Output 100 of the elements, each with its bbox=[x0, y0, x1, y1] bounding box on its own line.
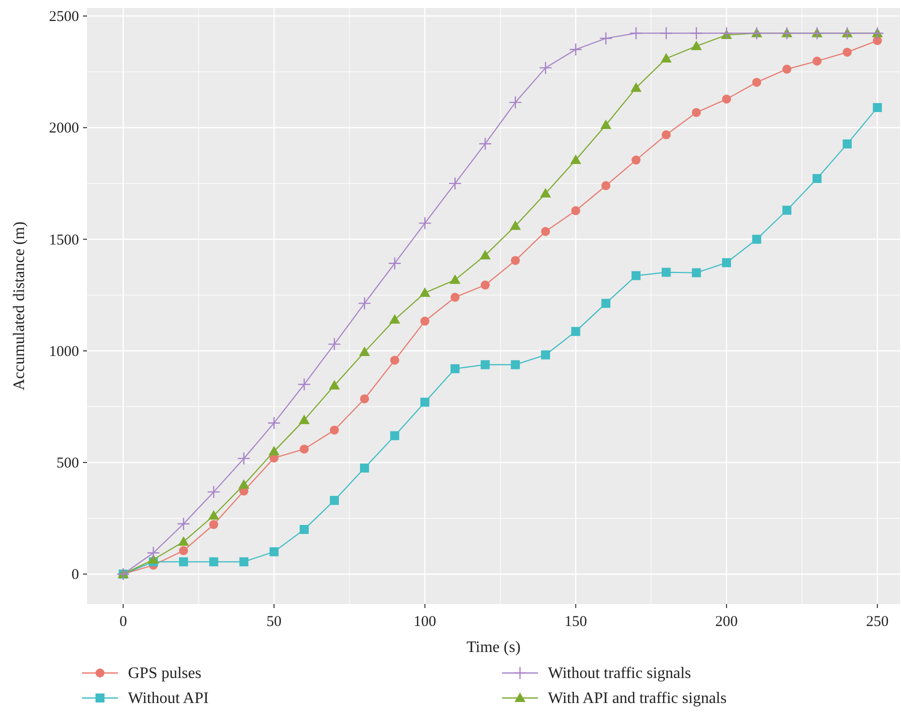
point bbox=[508, 96, 522, 110]
point bbox=[810, 26, 824, 40]
point bbox=[692, 268, 701, 278]
point bbox=[330, 496, 339, 505]
point bbox=[390, 356, 400, 365]
point bbox=[510, 256, 520, 265]
point bbox=[690, 26, 703, 40]
point bbox=[448, 176, 462, 190]
point bbox=[629, 26, 643, 40]
y-tick-label: 2000 bbox=[49, 120, 79, 137]
point bbox=[660, 26, 673, 40]
point bbox=[359, 346, 370, 356]
point bbox=[842, 139, 852, 148]
point bbox=[239, 557, 248, 566]
point bbox=[480, 250, 491, 260]
point bbox=[750, 26, 764, 40]
point bbox=[388, 256, 402, 270]
point bbox=[208, 510, 220, 520]
point bbox=[179, 546, 188, 556]
point bbox=[510, 360, 520, 370]
point bbox=[330, 426, 339, 435]
point bbox=[752, 78, 762, 87]
y-tick-label: 0 bbox=[72, 567, 79, 584]
point bbox=[480, 360, 490, 370]
point bbox=[478, 137, 492, 150]
point bbox=[237, 452, 250, 466]
point bbox=[390, 431, 400, 440]
point bbox=[632, 156, 641, 165]
point bbox=[722, 258, 732, 268]
point bbox=[540, 188, 552, 198]
point bbox=[840, 26, 854, 40]
point bbox=[267, 416, 281, 430]
point bbox=[812, 174, 822, 184]
point bbox=[870, 26, 884, 40]
point bbox=[569, 42, 582, 56]
point bbox=[842, 48, 852, 57]
point bbox=[571, 206, 580, 216]
point bbox=[146, 546, 160, 560]
point bbox=[178, 536, 190, 546]
point bbox=[268, 446, 280, 456]
point bbox=[632, 271, 641, 280]
point bbox=[179, 557, 188, 566]
point bbox=[782, 64, 792, 74]
point bbox=[298, 414, 310, 424]
point bbox=[872, 103, 882, 112]
point bbox=[450, 274, 461, 284]
point bbox=[599, 32, 612, 45]
point bbox=[360, 464, 370, 473]
point bbox=[300, 444, 309, 454]
point bbox=[420, 398, 430, 407]
x-tick-label: 200 bbox=[715, 614, 738, 630]
point bbox=[450, 292, 460, 302]
point bbox=[720, 26, 734, 40]
point bbox=[692, 108, 701, 117]
point bbox=[270, 547, 279, 556]
point bbox=[238, 479, 250, 489]
point bbox=[418, 216, 432, 230]
x-tick-label: 100 bbox=[414, 614, 436, 630]
point bbox=[298, 378, 311, 391]
x-tick-label: 50 bbox=[266, 614, 282, 630]
y-tick-label: 1000 bbox=[49, 344, 79, 360]
point bbox=[662, 268, 671, 277]
point bbox=[690, 40, 702, 50]
point bbox=[571, 326, 580, 336]
point bbox=[752, 234, 762, 244]
y-tick-label: 2500 bbox=[49, 9, 79, 26]
point bbox=[601, 181, 610, 190]
point bbox=[538, 61, 552, 74]
point bbox=[480, 280, 490, 290]
point bbox=[419, 287, 430, 297]
point bbox=[630, 82, 642, 92]
legend-label: Without traffic signals bbox=[548, 665, 692, 682]
point bbox=[148, 554, 159, 564]
point bbox=[600, 119, 612, 129]
point bbox=[328, 380, 340, 390]
point bbox=[662, 130, 671, 140]
y-tick-label: 1500 bbox=[49, 232, 79, 248]
legend-label: With API and traffic signals bbox=[548, 690, 727, 707]
point bbox=[541, 226, 550, 236]
x-tick-label: 0 bbox=[119, 614, 127, 630]
point bbox=[207, 485, 220, 499]
point bbox=[328, 338, 341, 351]
point bbox=[782, 206, 792, 215]
point bbox=[360, 394, 370, 404]
point bbox=[389, 314, 400, 324]
point bbox=[510, 220, 521, 230]
y-axis-title: Accumulated distance (m) bbox=[11, 222, 28, 390]
legend-label: GPS pulses bbox=[128, 665, 202, 682]
point bbox=[176, 517, 190, 530]
point bbox=[812, 56, 822, 66]
point bbox=[450, 364, 460, 374]
legend-label: Without API bbox=[128, 690, 209, 707]
point bbox=[601, 298, 610, 308]
point bbox=[116, 567, 130, 581]
point bbox=[358, 296, 372, 310]
x-tick-label: 150 bbox=[564, 614, 587, 630]
point bbox=[872, 36, 882, 46]
point bbox=[209, 520, 218, 530]
point bbox=[420, 316, 430, 326]
x-axis-title: Time (s) bbox=[466, 639, 521, 656]
